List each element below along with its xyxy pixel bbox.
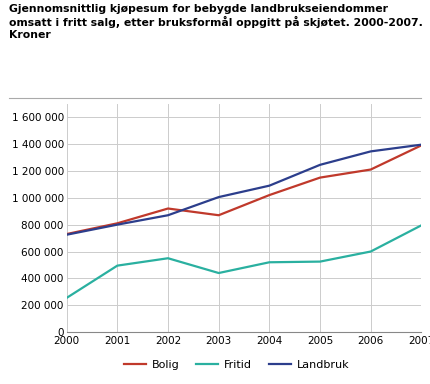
- Landbruk: [216, 195, 221, 199]
- Fritid: [267, 260, 272, 265]
- Legend: Bolig, Fritid, Landbruk: Bolig, Fritid, Landbruk: [120, 356, 353, 375]
- Landbruk: [368, 149, 373, 154]
- Line: Landbruk: Landbruk: [67, 145, 421, 235]
- Bolig: [216, 213, 221, 218]
- Fritid: [166, 256, 171, 261]
- Landbruk: [317, 162, 322, 167]
- Fritid: [368, 249, 373, 254]
- Landbruk: [419, 142, 424, 147]
- Landbruk: [267, 184, 272, 188]
- Bolig: [317, 175, 322, 180]
- Fritid: [64, 296, 69, 300]
- Line: Bolig: Bolig: [67, 146, 421, 234]
- Landbruk: [166, 213, 171, 218]
- Bolig: [166, 206, 171, 211]
- Bolig: [368, 167, 373, 172]
- Landbruk: [115, 222, 120, 227]
- Bolig: [419, 143, 424, 148]
- Fritid: [419, 223, 424, 228]
- Bolig: [115, 221, 120, 226]
- Fritid: [317, 259, 322, 264]
- Line: Fritid: Fritid: [67, 225, 421, 298]
- Fritid: [216, 271, 221, 275]
- Fritid: [115, 263, 120, 268]
- Bolig: [267, 193, 272, 197]
- Landbruk: [64, 232, 69, 237]
- Text: Gjennomsnittlig kjøpesum for bebygde landbrukseiendommer
omsatt i fritt salg, et: Gjennomsnittlig kjøpesum for bebygde lan…: [9, 4, 422, 40]
- Bolig: [64, 232, 69, 237]
